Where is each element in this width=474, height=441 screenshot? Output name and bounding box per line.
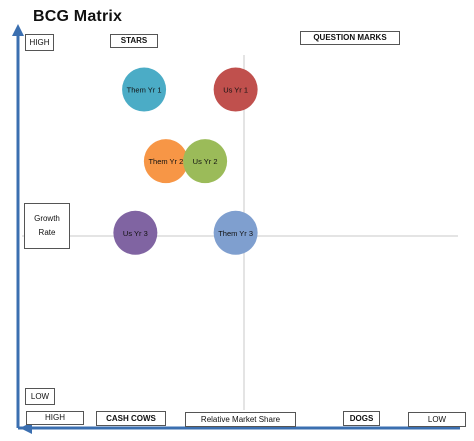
question-marks-label: QUESTION MARKS [300,31,400,45]
bubble-label-us-yr-3: Us Yr 3 [123,229,148,238]
bubble-us-yr-2 [183,139,228,184]
stars-label: STARS [110,34,158,48]
x-high-label: HIGH [26,411,84,425]
x-axis-label: Relative Market Share [185,412,296,427]
bubble-them-yr-1 [122,67,167,112]
bubble-label-them-yr-1: Them Yr 1 [127,86,162,95]
chart-title: BCG Matrix [33,8,123,25]
bubble-label-us-yr-1: Us Yr 1 [223,86,248,95]
bubble-us-yr-1 [213,67,258,112]
bubble-us-yr-3 [113,210,158,255]
cash-cows-label: CASH COWS [96,411,166,426]
growth-rate-label-line1: Growth [34,214,60,223]
y-axis-arrow-icon [12,24,24,36]
bubble-group: Them Yr 1 Us Yr 1 Them Yr 2 Us Yr 2 Us Yr 3 T… [113,67,258,255]
bubble-them-yr-3 [213,210,258,255]
growth-rate-label: Growth Rate [24,203,70,249]
x-low-label: LOW [408,412,466,427]
y-high-label: HIGH [25,34,54,51]
bubble-label-them-yr-3: Them Yr 3 [218,229,253,238]
bubble-them-yr-2 [143,139,188,184]
y-low-label: LOW [25,388,55,405]
dogs-label: DOGS [343,411,380,426]
growth-rate-label-line2: Rate [38,228,56,237]
bubble-label-them-yr-2: Them Yr 2 [148,157,183,166]
x-axis-arrow-icon [20,422,32,434]
bubble-label-us-yr-2: Us Yr 2 [193,157,218,166]
